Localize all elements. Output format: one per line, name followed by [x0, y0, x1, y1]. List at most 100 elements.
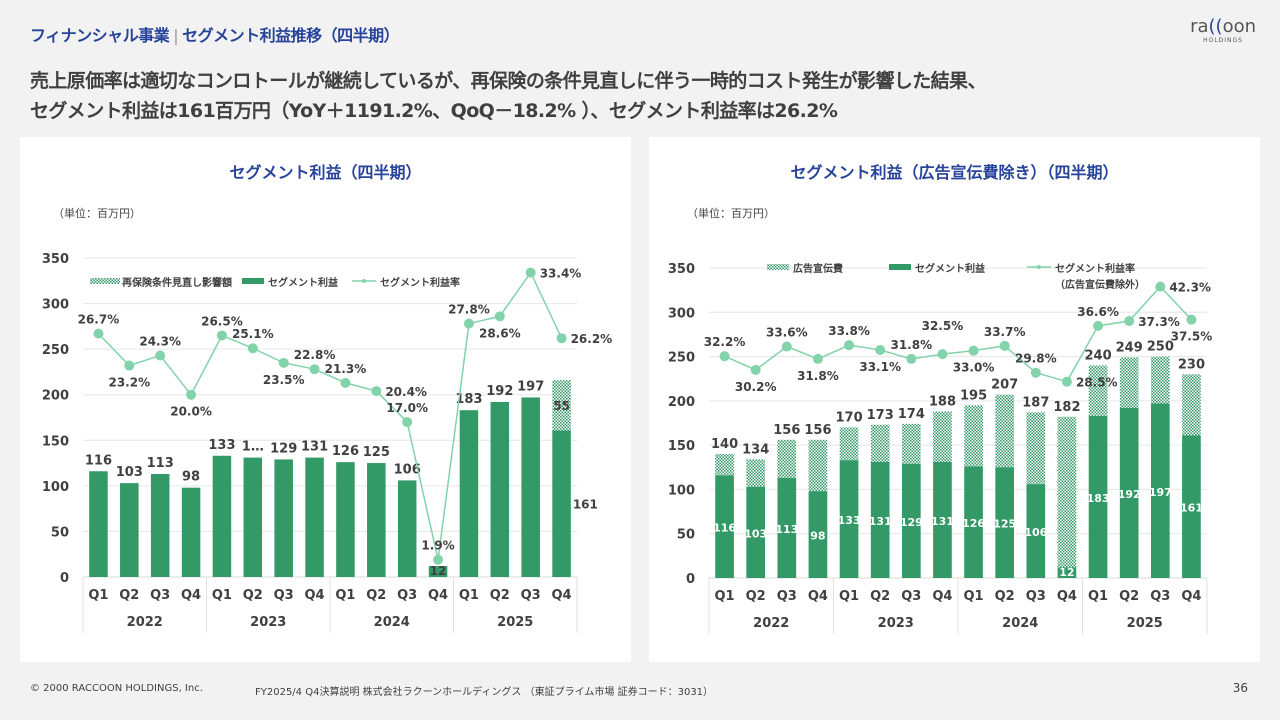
profit-label: 1… — [242, 440, 264, 455]
margin-label: 36.6% — [1077, 305, 1119, 319]
year-label: 2022 — [127, 615, 163, 630]
margin-label: 37.5% — [1171, 330, 1213, 344]
margin-label: 22.8% — [294, 348, 336, 362]
margin-label: 20.0% — [170, 405, 212, 419]
x-tick-label: Q2 — [366, 588, 386, 603]
margin-point — [719, 351, 730, 362]
legend-swatch-profit — [889, 264, 911, 270]
x-tick-label: Q3 — [397, 588, 417, 603]
document-info: FY2025/4 Q4決算説明 株式会社ラクーンホールディングス （東証プライム… — [255, 687, 714, 698]
margin-point — [216, 330, 227, 341]
margin-point — [1061, 376, 1072, 387]
x-tick-label: Q2 — [1119, 589, 1139, 604]
profit-bar — [490, 402, 510, 577]
profit-label: 131 — [301, 440, 328, 455]
segment-profit-ex-ads-chart: 0 50 100 150 200 250 300 350 Q1 Q2 Q3 Q4 Q1 Q2 Q3 Q4 Q1 Q… — [668, 262, 1213, 634]
margin-point — [494, 311, 505, 322]
profit-bar — [1057, 567, 1077, 578]
legend-label: セグメント利益 — [268, 276, 338, 289]
x-tick-label: Q2 — [490, 588, 510, 603]
x-tick-label: Q3 — [521, 588, 541, 603]
margin-point — [1186, 314, 1197, 325]
x-tick-label: Q3 — [1026, 589, 1046, 604]
ad-expense-bar — [808, 439, 828, 492]
margin-point — [525, 267, 536, 278]
margin-label: 28.5% — [1076, 376, 1118, 390]
total-label: 188 — [929, 394, 956, 409]
profit-label: 106 — [1024, 526, 1047, 539]
profit-bar — [181, 487, 201, 577]
total-label: 174 — [898, 407, 925, 422]
profit-label: 116 — [85, 453, 112, 468]
margin-label: 29.8% — [1015, 352, 1057, 366]
lead-line-2: セグメント利益は161百万円（YoY＋1191.2%、QoQ－18.2% ）、セ… — [30, 100, 838, 122]
y-tick-label: 50 — [677, 528, 695, 543]
legend-label: セグメント利益率 — [1055, 262, 1135, 275]
margin-label: 37.3% — [1138, 315, 1180, 329]
legend-label: （広告宣伝費除外） — [1055, 278, 1145, 291]
margin-label: 27.8% — [448, 303, 490, 317]
total-label: 156 — [804, 423, 831, 438]
margin-label: 26.5% — [201, 314, 243, 328]
legend-swatch-impact — [90, 278, 120, 284]
profit-label: 161 — [1180, 502, 1203, 515]
segment-profit-ex-ads-chart-panel: セグメント利益（広告宣伝費除き）（四半期） （単位：百万円） 0 50 100 150… — [649, 137, 1260, 662]
ad-expense-bar — [1182, 374, 1201, 436]
profit-label: 129 — [270, 441, 297, 456]
year-label: 2025 — [1127, 616, 1163, 631]
lead-line-1: 売上原価率は適切なコンロトールが継続しているが、再保険の条件見直しに伴う一時的コ… — [30, 70, 986, 92]
profit-bar — [995, 467, 1015, 578]
margin-point — [750, 364, 761, 375]
total-label: 187 — [1022, 395, 1049, 410]
margin-label: 33.8% — [828, 324, 870, 338]
impact-label: 55 — [553, 399, 570, 413]
y-tick-label: 350 — [668, 262, 695, 277]
margin-label: 33.4% — [540, 267, 582, 281]
margin-label: 33.1% — [859, 360, 901, 374]
x-tick-label: Q2 — [119, 588, 139, 603]
margin-label: 20.4% — [385, 385, 427, 399]
total-label: 173 — [867, 408, 894, 423]
margin-label: 31.8% — [797, 369, 839, 383]
profit-bar — [839, 460, 859, 578]
margin-line — [97, 271, 563, 560]
x-tick-label: Q4 — [808, 589, 828, 604]
ad-expense-bar — [715, 454, 734, 476]
y-tick-label: 200 — [668, 395, 695, 410]
legend-swatch-profit — [242, 278, 264, 284]
profit-label: 113 — [775, 523, 798, 536]
profit-label: 125 — [363, 445, 390, 460]
margin-label: 23.2% — [108, 376, 150, 390]
y-tick-label: 300 — [42, 298, 69, 313]
ad-expense-bar — [777, 439, 797, 478]
x-tick-label: Q1 — [212, 588, 232, 603]
year-label: 2023 — [250, 615, 286, 630]
total-label: 134 — [742, 442, 769, 457]
x-tick-label: Q4 — [181, 588, 201, 603]
margin-point — [340, 377, 351, 388]
x-tick-label: Q3 — [777, 589, 797, 604]
margin-label: 31.8% — [890, 338, 932, 352]
profit-label: 113 — [147, 456, 174, 471]
x-tick-label: Q1 — [459, 588, 479, 603]
header-divider: | — [173, 26, 179, 45]
profit-bar — [428, 566, 448, 577]
margin-point — [781, 341, 792, 352]
y-tick-label: 150 — [668, 439, 695, 454]
profit-label: 126 — [332, 444, 359, 459]
margin-label: 33.0% — [953, 361, 995, 375]
margin-point — [1124, 316, 1135, 327]
total-label: 140 — [711, 437, 738, 452]
x-tick-label: Q2 — [870, 589, 890, 604]
profit-bar — [274, 459, 293, 577]
profit-label: 192 — [486, 384, 513, 399]
margin-point — [371, 386, 382, 397]
profit-bar — [459, 410, 479, 577]
margin-label: 17.0% — [386, 401, 428, 415]
x-tick-label: Q1 — [335, 588, 355, 603]
profit-bar — [1026, 484, 1046, 578]
x-tick-label: Q1 — [964, 589, 984, 604]
profit-bar — [808, 491, 828, 578]
profit-bar — [397, 480, 417, 577]
ad-expense-bar — [964, 405, 983, 467]
